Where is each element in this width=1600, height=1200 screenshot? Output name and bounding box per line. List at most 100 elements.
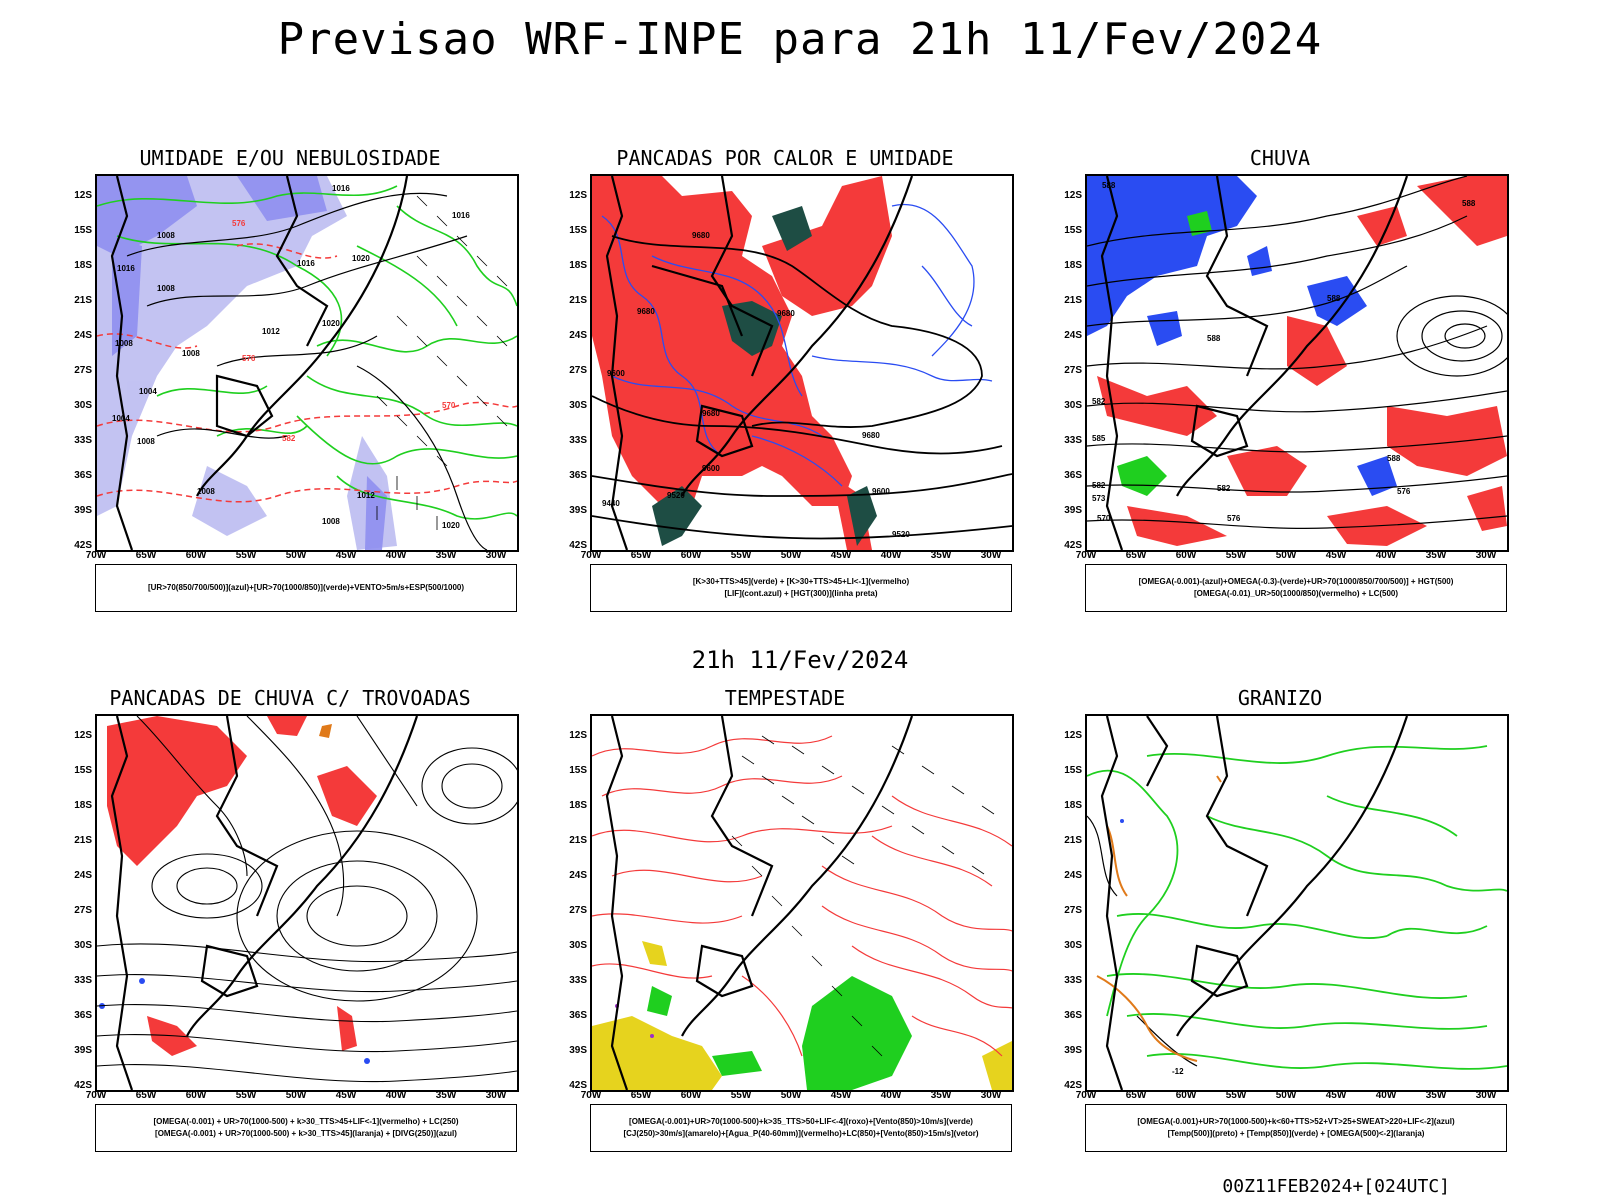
- map-granizo: -12: [1087, 716, 1507, 1090]
- blue-dots: [1120, 819, 1124, 823]
- legend-line: [OMEGA(-0.001) + UR>70(1000-500) + k>30_…: [155, 1129, 457, 1138]
- country-borders: [110, 176, 409, 550]
- map-area: [590, 714, 1014, 1092]
- forecast-time-subtitle: 21h 11/Fev/2024: [691, 646, 909, 674]
- panel-granizo: GRANIZO: [1040, 686, 1520, 1166]
- map-umidade: 1016 1016 1016 1016 1008 1008 1008 1020 …: [97, 176, 517, 550]
- svg-text:9600: 9600: [702, 464, 720, 473]
- lat-label: 36S: [1064, 470, 1082, 481]
- svg-text:582: 582: [1092, 481, 1106, 490]
- darkgreen-fill: [652, 206, 877, 546]
- country-borders: [605, 176, 914, 550]
- lon-label: 50W: [285, 1090, 307, 1101]
- green-contours: [97, 185, 517, 520]
- lat-label: 30S: [569, 400, 587, 411]
- svg-text:588: 588: [1207, 334, 1221, 343]
- svg-text:588: 588: [1327, 294, 1341, 303]
- lat-label: 27S: [569, 905, 587, 916]
- panel-title: UMIDADE E/OU NEBULOSIDADE: [139, 146, 441, 170]
- lon-label: 30W: [980, 550, 1002, 561]
- lat-label: 15S: [569, 765, 587, 776]
- wind-vectors: [731, 735, 995, 1057]
- lat-label: 12S: [569, 190, 587, 201]
- lat-label: 12S: [1064, 730, 1082, 741]
- lon-label: 65W: [1125, 550, 1147, 561]
- lon-label: 65W: [1125, 1090, 1147, 1101]
- temp850-green-contours: [1087, 745, 1507, 1070]
- lat-label: 27S: [74, 905, 92, 916]
- svg-text:1020: 1020: [322, 319, 340, 328]
- lon-label: 70W: [1075, 550, 1097, 561]
- svg-text:576: 576: [232, 219, 246, 228]
- legend-box: [OMEGA(-0.001)+UR>70(1000-500)+k>35_TTS>…: [590, 1104, 1012, 1152]
- lat-label: 36S: [74, 1010, 92, 1021]
- lat-label: 24S: [74, 870, 92, 881]
- orange-fill: [319, 724, 332, 738]
- svg-text:585: 585: [1092, 434, 1106, 443]
- lon-label: 35W: [1425, 550, 1447, 561]
- lat-label: 21S: [1064, 295, 1082, 306]
- legend-box: [OMEGA(-0.001) + UR>70(1000-500) + k>30_…: [95, 1104, 517, 1152]
- svg-text:9680: 9680: [692, 231, 710, 240]
- lat-label: 18S: [569, 260, 587, 271]
- panel-title: TEMPESTADE: [724, 686, 846, 710]
- lat-label: 42S: [74, 1080, 92, 1091]
- legend-line: [Temp(500)](preto) + [Temp(850)](verde) …: [1167, 1129, 1425, 1138]
- legend-box: [K>30+TTS>45](verde) + [K>30+TTS>45+LI<-…: [590, 564, 1012, 612]
- svg-text:1004: 1004: [112, 414, 130, 423]
- blue-dots: [99, 978, 370, 1064]
- lat-label: 39S: [1064, 1045, 1082, 1056]
- hgt-labels: 9680 9680 9680 9600 9680 9680 9600 9600 …: [602, 231, 910, 539]
- pressure-labels: 1016 1016 1016 1016 1008 1008 1008 1020 …: [112, 184, 470, 530]
- legend-box: [OMEGA(-0.001)-(azul)+OMEGA(-0.3)-(verde…: [1085, 564, 1507, 612]
- lat-label: 24S: [74, 330, 92, 341]
- lon-label: 65W: [135, 1090, 157, 1101]
- lat-label: 42S: [569, 1080, 587, 1091]
- country-borders: [110, 716, 419, 1090]
- lon-label: 65W: [630, 1090, 652, 1101]
- lon-label: 30W: [980, 1090, 1002, 1101]
- lat-label: 33S: [74, 975, 92, 986]
- svg-text:1008: 1008: [115, 339, 133, 348]
- lat-label: 27S: [1064, 365, 1082, 376]
- lon-label: 45W: [335, 1090, 357, 1101]
- lat-label: 30S: [569, 940, 587, 951]
- svg-text:1008: 1008: [137, 437, 155, 446]
- lon-label: 35W: [435, 550, 457, 561]
- lon-label: 30W: [485, 550, 507, 561]
- temp-labels: -12: [1172, 1067, 1184, 1076]
- svg-text:576: 576: [1227, 514, 1241, 523]
- hgt-black-contours: [592, 235, 1012, 540]
- svg-text:9520: 9520: [892, 530, 910, 539]
- svg-text:1020: 1020: [442, 521, 460, 530]
- lat-label: 15S: [1064, 765, 1082, 776]
- lat-label: 33S: [1064, 435, 1082, 446]
- lon-label: 50W: [780, 550, 802, 561]
- green-fill: [647, 976, 912, 1090]
- lon-label: 60W: [680, 550, 702, 561]
- lat-label: 15S: [74, 225, 92, 236]
- svg-text:1016: 1016: [332, 184, 350, 193]
- svg-text:9600: 9600: [607, 369, 625, 378]
- lat-label: 21S: [74, 295, 92, 306]
- svg-text:1008: 1008: [197, 487, 215, 496]
- lon-label: 55W: [1225, 550, 1247, 561]
- svg-text:570: 570: [442, 401, 456, 410]
- svg-text:576: 576: [1397, 487, 1411, 496]
- panel-chuva: CHUVA: [1040, 146, 1520, 626]
- red-contours: [592, 735, 1012, 1057]
- svg-text:9520: 9520: [667, 491, 685, 500]
- red-dashed-contours: [97, 243, 517, 503]
- svg-text:1016: 1016: [452, 211, 470, 220]
- country-borders: [1100, 716, 1409, 1090]
- lat-label: 36S: [569, 1010, 587, 1021]
- lat-label: 18S: [1064, 260, 1082, 271]
- lon-label: 50W: [1275, 550, 1297, 561]
- lon-label: 35W: [1425, 1090, 1447, 1101]
- lat-label: 42S: [1064, 1080, 1082, 1091]
- lon-label: 40W: [880, 1090, 902, 1101]
- svg-text:1012: 1012: [262, 327, 280, 336]
- wind-vectors: [376, 195, 508, 530]
- lat-label: 15S: [569, 225, 587, 236]
- panel-pancadas-calor: PANCADAS POR CALOR E UMIDADE: [545, 146, 1025, 626]
